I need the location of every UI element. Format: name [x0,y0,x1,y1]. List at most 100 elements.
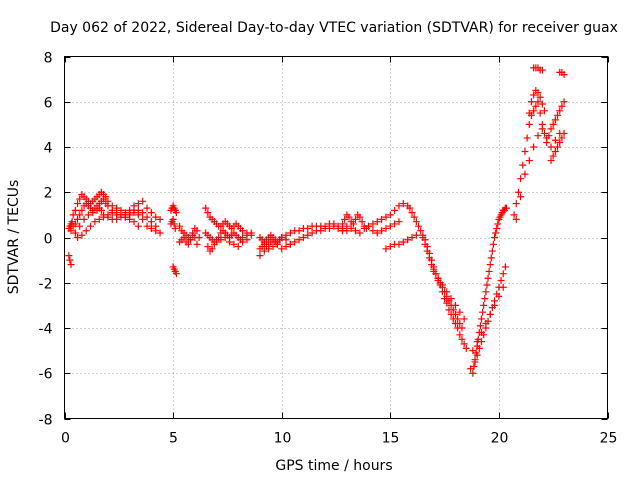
data-point [476,322,484,330]
data-point [356,213,364,221]
data-point [147,218,155,226]
data-point [558,134,566,142]
data-point [517,193,525,201]
data-point [104,202,112,210]
data-point [172,209,180,217]
data-point [460,340,468,348]
data-point [534,89,542,97]
data-point [419,234,427,241]
data-point [156,229,164,237]
data-point [534,98,542,106]
data-point [134,222,142,230]
data-point [408,234,416,241]
data-point [458,335,466,343]
data-point [156,215,164,223]
data-point [282,236,290,244]
data-point [360,224,368,232]
data-point [487,254,495,262]
data-point [74,200,82,208]
data-point [497,276,505,284]
data-point [521,170,529,178]
data-point [556,107,564,115]
data-point [469,369,477,377]
data-point [373,218,381,226]
data-point [117,211,125,219]
data-point [239,238,247,246]
data-point [76,211,84,219]
data-point [76,222,84,230]
data-point [558,102,566,110]
data-point [499,283,507,291]
data-point [347,224,355,232]
data-point [478,315,486,323]
data-point [382,224,390,232]
data-point [438,281,446,289]
data-point [408,209,416,217]
data-point [299,234,307,241]
data-point [554,143,562,151]
data-point [345,213,353,221]
data-point [78,206,86,214]
data-point [89,209,97,217]
data-point [191,234,199,241]
data-point [143,222,151,230]
data-point [421,240,429,248]
data-point [84,211,92,219]
data-point [358,218,366,226]
data-point [204,209,212,217]
data-point [382,245,390,253]
data-point [184,240,192,248]
data-point [113,215,121,223]
data-point [428,261,436,269]
data-point [76,195,84,203]
data-point [193,227,201,235]
data-point [352,215,360,223]
data-point [549,152,557,160]
data-point [97,206,105,214]
data-point [512,215,520,223]
data-point [204,243,212,251]
data-point [91,218,99,226]
data-point [547,157,555,165]
data-point [247,229,255,237]
data-point [243,236,251,244]
data-point [451,310,459,318]
data-point [80,215,88,223]
y-tick-label: -2 [39,277,53,293]
y-tick-label: 8 [44,51,53,67]
data-point [234,243,242,251]
axis-ticks [64,56,609,420]
data-point [512,200,520,208]
data-point [410,213,418,221]
data-point [551,136,559,144]
data-point [470,362,478,370]
data-point [458,324,466,332]
y-axis-title: SDTVAR / TECUs [6,180,22,295]
data-point [489,240,497,248]
data-point [554,111,562,119]
data-point [369,220,377,228]
data-point [517,175,525,183]
data-point [67,227,75,235]
data-point [456,331,464,339]
data-point [521,148,529,156]
data-point [519,161,527,169]
data-point [538,66,546,74]
data-point [530,91,538,99]
data-point [170,220,178,228]
x-axis-title: GPS time / hours [275,458,392,474]
data-point [545,132,553,140]
data-point [343,222,351,230]
data-point [126,215,134,223]
data-point [493,224,501,232]
data-point [523,134,531,142]
data-point [113,209,121,217]
data-point [473,351,481,359]
data-point [443,288,451,296]
data-point [171,224,179,232]
data-point [180,234,188,241]
y-tick-label: -4 [39,322,53,338]
data-point [121,213,129,221]
data-point [494,220,502,228]
